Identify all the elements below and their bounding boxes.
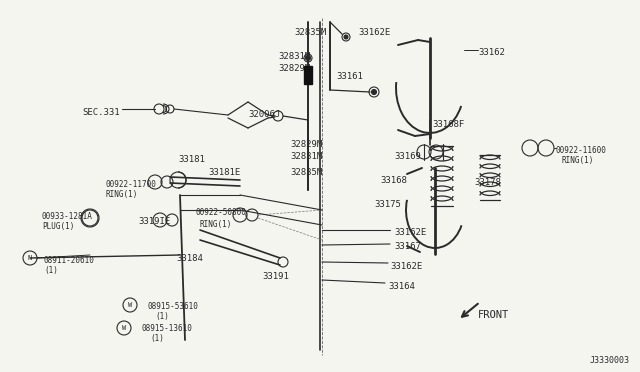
Text: 00922-50800: 00922-50800 <box>195 208 246 217</box>
Text: 33168: 33168 <box>380 176 407 185</box>
Text: 33178: 33178 <box>474 178 501 187</box>
Text: 33175: 33175 <box>374 200 401 209</box>
Text: 08915-53610: 08915-53610 <box>148 302 199 311</box>
Text: 33164: 33164 <box>388 282 415 291</box>
Text: 33181E: 33181E <box>208 168 240 177</box>
Text: 3319IE: 3319IE <box>138 217 170 226</box>
Text: PLUG(1): PLUG(1) <box>42 222 74 231</box>
Text: RING(1): RING(1) <box>200 220 232 229</box>
Text: 33191: 33191 <box>262 272 289 281</box>
Text: 32831M: 32831M <box>278 52 310 61</box>
Text: 33162E: 33162E <box>358 28 390 37</box>
Text: W: W <box>122 325 126 331</box>
Text: 32835M: 32835M <box>290 168 323 177</box>
Text: 33181: 33181 <box>178 155 205 164</box>
Text: 32835M: 32835M <box>294 28 326 37</box>
Text: 32829M: 32829M <box>278 64 310 73</box>
Circle shape <box>344 35 348 39</box>
Text: 00922-11700: 00922-11700 <box>106 180 157 189</box>
Text: 33169: 33169 <box>394 152 421 161</box>
Text: FRONT: FRONT <box>478 310 509 320</box>
Text: 32006J: 32006J <box>248 110 280 119</box>
Text: 08911-20610: 08911-20610 <box>44 256 95 265</box>
Text: 32829M: 32829M <box>290 140 323 149</box>
Text: N: N <box>28 255 32 261</box>
Circle shape <box>305 55 310 61</box>
Text: 33184: 33184 <box>176 254 203 263</box>
Text: SEC.331: SEC.331 <box>82 108 120 117</box>
Text: (1): (1) <box>44 266 58 275</box>
Text: 33167: 33167 <box>394 242 421 251</box>
Text: (1): (1) <box>155 312 169 321</box>
Text: 33162: 33162 <box>478 48 505 57</box>
Text: 00933-1281A: 00933-1281A <box>42 212 93 221</box>
Text: RING(1): RING(1) <box>562 156 595 165</box>
Text: RING(1): RING(1) <box>106 190 138 199</box>
Bar <box>304 66 312 84</box>
Circle shape <box>371 90 376 94</box>
Text: 33168F: 33168F <box>432 120 464 129</box>
Text: 33162E: 33162E <box>390 262 422 271</box>
Text: 33161: 33161 <box>336 72 363 81</box>
Text: J3330003: J3330003 <box>590 356 630 365</box>
Text: (1): (1) <box>150 334 164 343</box>
Text: 00922-11600: 00922-11600 <box>556 146 607 155</box>
Text: 08915-13610: 08915-13610 <box>142 324 193 333</box>
Text: W: W <box>128 302 132 308</box>
Text: 32831M: 32831M <box>290 152 323 161</box>
Text: 33162E: 33162E <box>394 228 426 237</box>
